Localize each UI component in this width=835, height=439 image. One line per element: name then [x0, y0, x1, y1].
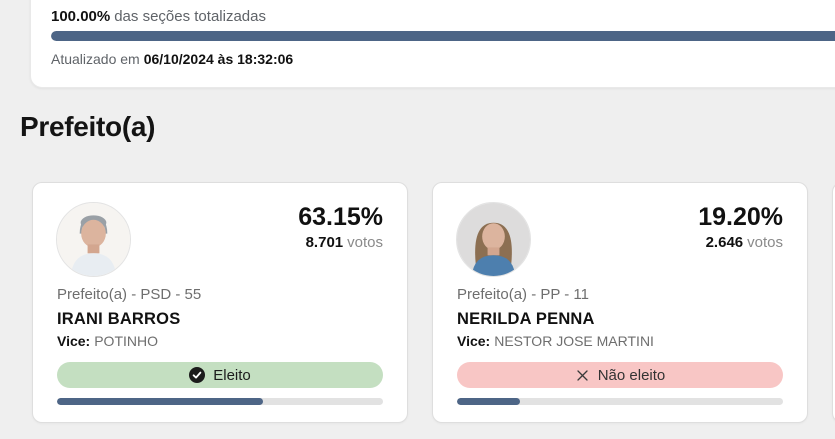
sections-percent: 100.00% — [51, 8, 111, 25]
status-badge: Não eleito — [457, 362, 783, 388]
votes-label: votos — [347, 234, 383, 251]
updated-datetime: 06/10/2024 às 18:32:06 — [143, 51, 294, 67]
vice-name: NESTOR JOSE MARTINI — [494, 333, 654, 349]
candidate-card[interactable]: 63.15% 8.701 votos Prefeito(a) - PSD - 55… — [32, 182, 408, 423]
vice-label: Vice: — [57, 333, 91, 349]
vice-label: Vice: — [457, 333, 491, 349]
totalization-progress-fill — [51, 31, 835, 41]
candidate-photo — [56, 202, 131, 277]
status-badge: Eleito — [57, 362, 383, 388]
male-portrait-silhouette — [57, 203, 130, 276]
vote-percent: 19.20% — [698, 203, 783, 231]
vote-count: 2.646 — [705, 234, 744, 251]
status-label: Eleito — [213, 366, 251, 384]
totalization-progress-bar — [51, 31, 835, 41]
vice-name: POTINHO — [94, 333, 158, 349]
candidate-photo — [456, 202, 531, 277]
vote-count-line: 8.701 votos — [306, 234, 383, 251]
candidate-name: IRANI BARROS — [57, 310, 181, 328]
vote-count: 8.701 — [305, 234, 344, 251]
candidate-progress-bar — [57, 398, 383, 405]
vice-line: Vice: POTINHO — [57, 333, 158, 349]
office-party-number: Prefeito(a) - PSD - 55 — [57, 286, 202, 303]
page-title: Prefeito(a) — [20, 111, 156, 142]
vote-percent: 63.15% — [298, 203, 383, 231]
sections-totalized-line: 100.00% das seções totalizadas — [51, 8, 266, 25]
status-label: Não eleito — [597, 366, 666, 384]
female-portrait-silhouette — [457, 203, 530, 276]
x-icon — [577, 369, 588, 381]
check-circle-icon — [189, 367, 206, 383]
vote-count-line: 2.646 votos — [706, 234, 783, 251]
vice-line: Vice: NESTOR JOSE MARTINI — [457, 333, 654, 349]
office-party-number: Prefeito(a) - PP - 11 — [457, 286, 589, 303]
votes-label: votos — [747, 234, 783, 251]
candidate-name: NERILDA PENNA — [457, 310, 595, 328]
totalization-summary-card: 100.00% das seções totalizadas Atualizado… — [30, 0, 835, 88]
candidate-progress-fill — [457, 398, 520, 405]
candidate-card[interactable]: 19.20% 2.646 votos Prefeito(a) - PP - 11 … — [432, 182, 808, 423]
candidate-progress-bar — [457, 398, 783, 405]
candidate-progress-fill — [57, 398, 263, 405]
updated-prefix: Atualizado em — [51, 51, 140, 67]
sections-label: das seções totalizadas — [114, 8, 266, 25]
updated-at-line: Atualizado em 06/10/2024 às 18:32:06 — [51, 51, 293, 67]
